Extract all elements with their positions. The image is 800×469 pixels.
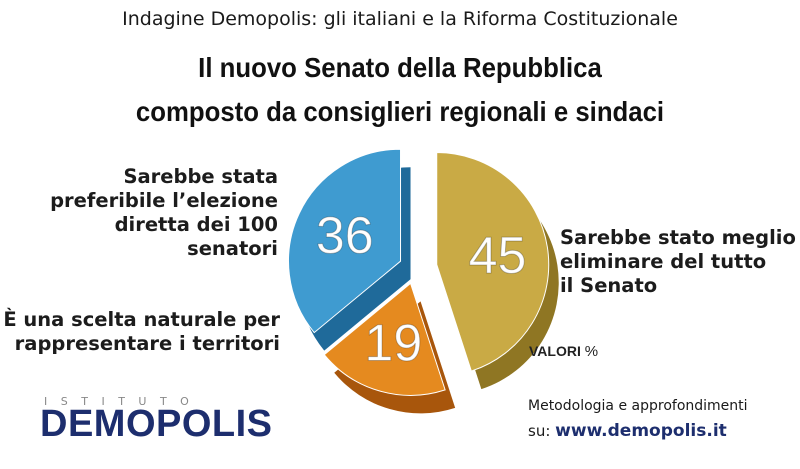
slice-label-36-line2: preferibile l’elezione: [50, 189, 278, 212]
slice-label-19: È una scelta naturale per rappresentare …: [0, 308, 280, 356]
values-unit-note: VALORI %: [529, 343, 598, 360]
methodology-note: Metodologia e approfondimenti: [528, 398, 748, 414]
slice-label-19-line1: È una scelta naturale per: [3, 308, 280, 331]
logo-demopolis-text: DEMOPOLIS: [40, 403, 273, 445]
pie-slice-19: [323, 282, 446, 396]
pie-slice-36: [288, 148, 402, 334]
slice-label-45: Sarebbe stato meglio eliminare del tutto…: [560, 226, 800, 298]
slice-label-45-line1: Sarebbe stato meglio: [560, 226, 796, 249]
website-line: su: www.demopolis.it: [528, 421, 727, 441]
slice-label-36: Sarebbe stata preferibile l’elezione dir…: [18, 165, 278, 261]
slice-label-36-line1: Sarebbe stata: [123, 165, 278, 188]
values-unit-label: VALORI: [529, 343, 581, 359]
chart-title-line1: Il nuovo Senato della Repubblica: [198, 52, 602, 83]
pie-slice-45: [436, 152, 550, 372]
pie-value-label-45: 45: [469, 227, 527, 285]
chart-title-line2: composto da consiglieri regionali e sind…: [135, 96, 665, 127]
logo-istituto-text: ISTITUTO: [44, 395, 203, 408]
slice-label-36-line3: diretta dei 100 senatori: [114, 213, 278, 260]
pie-value-label-36: 36: [316, 207, 374, 265]
survey-subtitle: Indagine Demopolis: gli italiani e la Ri…: [122, 8, 678, 30]
slice-label-45-line3: il Senato: [560, 274, 658, 297]
values-unit-symbol: %: [584, 343, 599, 360]
website-link[interactable]: www.demopolis.it: [555, 421, 727, 441]
slice-label-45-line2: eliminare del tutto: [560, 250, 767, 273]
slice-label-19-line2: rappresentare i territori: [14, 332, 280, 355]
website-prefix: su:: [528, 422, 556, 440]
demopolis-logo: ISTITUTO DEMOPOLIS: [40, 395, 300, 445]
pie-value-label-19: 19: [364, 315, 422, 373]
